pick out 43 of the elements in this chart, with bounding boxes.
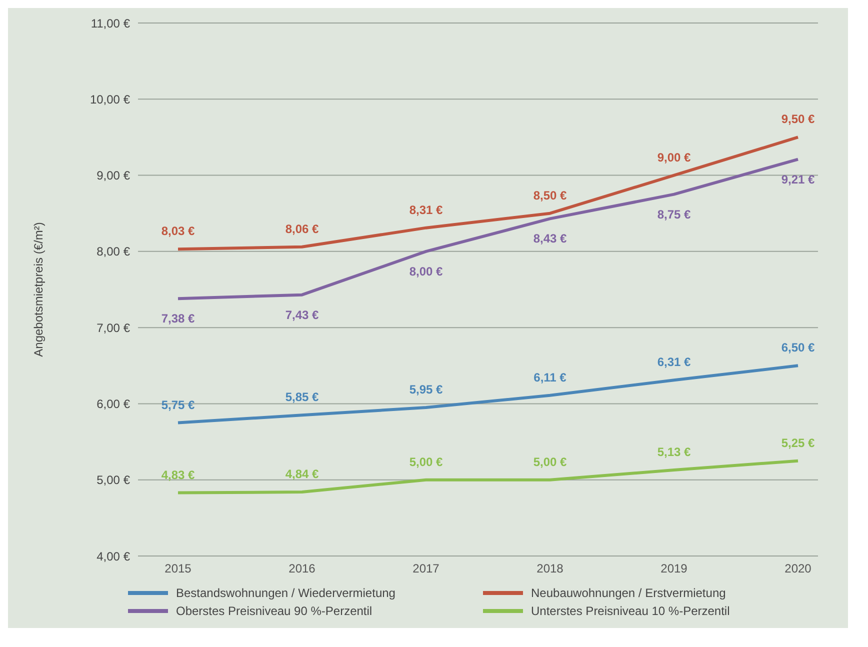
- y-tick-label: 11,00 €: [90, 16, 130, 30]
- data-label: 7,38 €: [161, 312, 195, 326]
- y-tick-label: 9,00 €: [96, 168, 130, 183]
- data-label: 5,00 €: [409, 454, 443, 469]
- data-label: 9,50 €: [781, 112, 815, 126]
- data-label: 5,95 €: [409, 382, 443, 397]
- y-tick-label: 10,00 €: [90, 92, 130, 106]
- x-tick-label: 2016: [288, 562, 316, 576]
- data-label: 4,84 €: [285, 467, 319, 482]
- data-label: 8,75 €: [657, 207, 691, 222]
- data-label: 7,43 €: [285, 308, 319, 322]
- data-label: 8,06 €: [285, 222, 319, 236]
- data-label: 5,75 €: [161, 398, 195, 412]
- data-label: 8,43 €: [533, 232, 567, 246]
- data-label: 4,83 €: [161, 468, 195, 482]
- data-label: 6,50 €: [781, 340, 815, 355]
- x-tick-label: 2017: [412, 562, 440, 576]
- data-label: 5,00 €: [533, 454, 567, 469]
- x-tick-label: 2019: [660, 562, 688, 576]
- data-label: 5,13 €: [657, 444, 691, 459]
- data-label: 8,03 €: [161, 224, 195, 238]
- y-tick-label: 4,00 €: [96, 549, 130, 564]
- y-tick-label: 6,00 €: [96, 396, 130, 411]
- legend-label: Unterstes Preisniveau 10 %-Perzentil: [531, 604, 730, 618]
- data-label: 8,00 €: [409, 264, 443, 278]
- y-tick-label: 8,00 €: [96, 244, 130, 259]
- x-tick-label: 2015: [164, 562, 192, 576]
- legend-label: Oberstes Preisniveau 90 %-Perzentil: [176, 604, 372, 618]
- data-label: 5,85 €: [285, 390, 319, 404]
- data-label: 6,11 €: [534, 370, 567, 384]
- data-label: 9,00 €: [657, 150, 691, 164]
- y-tick-label: 5,00 €: [96, 473, 130, 488]
- y-axis-title: Angebotsmietpreis (€/m²): [31, 222, 46, 357]
- data-label: 8,50 €: [533, 188, 567, 202]
- legend-label: Neubauwohnungen / Erstvermietung: [531, 586, 726, 600]
- data-label: 5,25 €: [781, 436, 815, 450]
- x-tick-label: 2020: [784, 562, 812, 576]
- data-label: 9,21 €: [781, 172, 815, 186]
- x-tick-label: 2018: [536, 562, 564, 576]
- data-label: 6,31 €: [657, 355, 691, 370]
- data-label: 8,31 €: [409, 202, 443, 217]
- y-tick-label: 7,00 €: [96, 320, 130, 335]
- legend-label: Bestandswohnungen / Wiedervermietung: [176, 586, 396, 600]
